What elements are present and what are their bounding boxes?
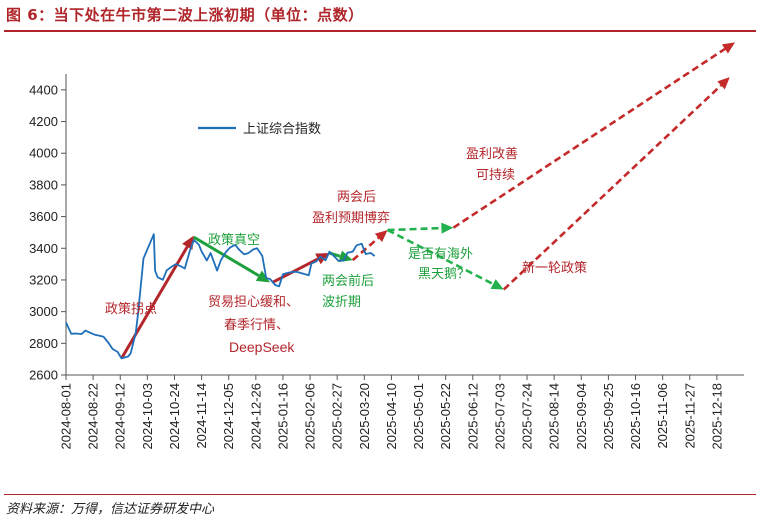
- trend-arrow-6: [387, 222, 454, 234]
- trend-arrow-head: [490, 279, 504, 290]
- trend-arrow-1: [120, 235, 194, 360]
- figure-title: 图 6：当下处在牛市第二波上涨初期（单位：点数）: [6, 6, 364, 24]
- series-group: [65, 233, 376, 360]
- annotation-policy-vacuum: 政策真空: [208, 232, 260, 248]
- trend-arrow-shaft: [120, 246, 189, 360]
- x-tick-label: 2024-08-22: [86, 383, 101, 450]
- x-tick-label: 2024-12-05: [221, 383, 236, 450]
- annotation-spring-rally: 春季行情、: [224, 318, 289, 333]
- x-tick-label: 2024-11-14: [194, 383, 209, 449]
- trend-arrow-head: [374, 230, 388, 243]
- x-tick-label: 2025-04-10: [384, 383, 399, 450]
- x-tick-label: 2025-05-01: [411, 383, 426, 450]
- y-tick-label: 4400: [29, 82, 58, 97]
- x-tick-label: 2024-10-03: [140, 383, 155, 450]
- annotation-deepseek: DeepSeek: [229, 339, 295, 355]
- x-tick-label: 2024-12-26: [248, 383, 263, 450]
- trend-arrow-7: [386, 228, 504, 290]
- y-tick-label: 2800: [29, 336, 58, 351]
- legend: 上证综合指数: [198, 122, 321, 137]
- y-tick-label: 3400: [29, 241, 58, 256]
- trend-arrow-head: [721, 42, 735, 54]
- y-tick-label: 3200: [29, 272, 58, 287]
- axes-frame: [65, 74, 744, 376]
- trend-arrow-head: [255, 270, 271, 283]
- legend-label: 上证综合指数: [243, 122, 321, 137]
- x-tick-label: 2025-06-12: [465, 383, 480, 450]
- x-tick-label: 2024-08-01: [59, 383, 74, 450]
- annotation-earnings-improve: 盈利改善: [466, 146, 518, 162]
- annotation-trade-easing: 贸易担心缓和、: [208, 295, 299, 310]
- y-tick-label: 4200: [29, 114, 58, 129]
- x-tick-label: 2025-05-22: [438, 383, 453, 450]
- y-tick-label: 2600: [29, 368, 58, 383]
- trend-arrow-shaft: [351, 236, 380, 262]
- annotation-policy-turn: 政策拐点: [105, 301, 157, 317]
- annotation-choppy-period: 波折期: [322, 295, 361, 310]
- y-tick-label: 4000: [29, 146, 58, 161]
- x-tick-label: 2025-07-03: [492, 383, 507, 450]
- y-ticks: 2600 2800 3000 3200 3400 3600 3800 4000 4200 4400: [29, 82, 66, 383]
- x-tick-label: 2024-09-12: [113, 383, 128, 450]
- arrows: [120, 42, 735, 360]
- series-line-sse-composite: [65, 233, 376, 360]
- source-rule: [4, 494, 756, 495]
- x-tick-label: 2025-11-06: [655, 383, 670, 449]
- x-tick-label: 2025-08-14: [547, 383, 562, 450]
- trend-arrow-shaft: [502, 84, 722, 291]
- y-tick-label: 3600: [29, 209, 58, 224]
- x-tick-label: 2024-10-24: [167, 383, 182, 450]
- x-tick-label: 2025-02-06: [303, 383, 318, 450]
- annotation-black-swan: 黑天鹅？: [418, 266, 470, 282]
- y-tick-label: 3800: [29, 177, 58, 192]
- annotation-two-sessions-before-after: 两会前后: [322, 273, 374, 289]
- x-tick-label: 2025-12-18: [709, 383, 724, 450]
- title-rule: [4, 30, 756, 32]
- x-tick-label: 2025-03-20: [357, 383, 372, 450]
- trend-arrow-head: [441, 222, 454, 234]
- x-tick-label: 2025-10-16: [628, 383, 643, 450]
- trend-arrow-2: [193, 235, 271, 283]
- annotation-after-two-sessions: 两会后: [337, 190, 376, 205]
- trend-arrow-5: [351, 230, 388, 262]
- x-tick-label: 2025-11-27: [682, 383, 697, 449]
- annotations: 政策拐点 政策真空 贸易担心缓和、 春季行情、 DeepSeek 两会前后 波折…: [105, 146, 587, 355]
- trend-arrow-head: [717, 77, 730, 90]
- trend-arrow-shaft: [193, 235, 260, 277]
- trend-arrow-8: [452, 42, 735, 229]
- trend-arrow-shaft: [271, 257, 319, 284]
- trend-arrow-shaft: [452, 47, 726, 229]
- x-ticks: 2024-08-01 2024-08-22 2024-09-12 2024-10-03…: [59, 375, 724, 450]
- x-tick-label: 2025-07-24: [520, 383, 535, 450]
- x-tick-label: 2025-02-27: [330, 383, 345, 450]
- x-tick-label: 2025-09-04: [574, 383, 589, 450]
- trend-arrow-9: [502, 77, 730, 291]
- annotation-new-policy-round: 新一轮政策: [522, 260, 587, 276]
- y-tick-label: 3000: [29, 304, 58, 319]
- x-tick-label: 2025-01-16: [275, 383, 290, 450]
- annotation-overseas-risk: 是否有海外: [408, 247, 473, 262]
- trend-arrow-shaft: [387, 226, 442, 232]
- trend-arrow-shaft: [386, 228, 494, 286]
- source-note: 资料来源：万得，信达证券研发中心: [6, 502, 215, 517]
- annotation-sustainable: 可持续: [476, 168, 515, 183]
- annotation-earnings-expectation: 盈利预期博弈: [312, 210, 390, 226]
- x-tick-label: 2025-09-25: [601, 383, 616, 450]
